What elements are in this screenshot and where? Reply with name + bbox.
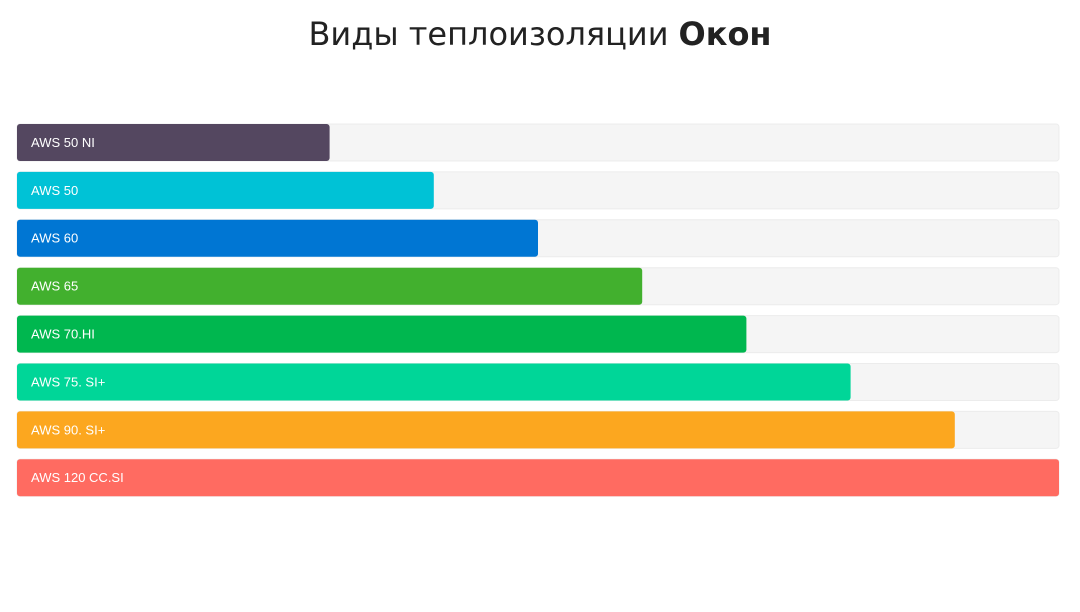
bar xyxy=(17,124,330,161)
bar-label: AWS 120 CC.SI xyxy=(31,470,124,485)
bar-label: AWS 65 xyxy=(31,279,78,294)
bar xyxy=(17,363,851,401)
bar-label: AWS 60 xyxy=(31,231,78,246)
bar xyxy=(17,315,747,353)
title-emphasis: Окон xyxy=(679,15,772,53)
bar-label: AWS 50 NI xyxy=(31,135,95,150)
title-text: Виды теплоизоляции xyxy=(308,15,668,53)
bar-label: AWS 70.HI xyxy=(31,327,95,342)
bar xyxy=(17,411,955,449)
bar-label: AWS 75. SI+ xyxy=(31,374,105,389)
bar-label: AWS 50 xyxy=(31,183,78,198)
chart-title: Виды теплоизоляции Окон xyxy=(308,15,771,53)
bar xyxy=(17,267,643,305)
bar-label: AWS 90. SI+ xyxy=(31,422,105,437)
bar xyxy=(17,171,434,209)
bar xyxy=(17,459,1059,497)
bar xyxy=(17,219,538,257)
